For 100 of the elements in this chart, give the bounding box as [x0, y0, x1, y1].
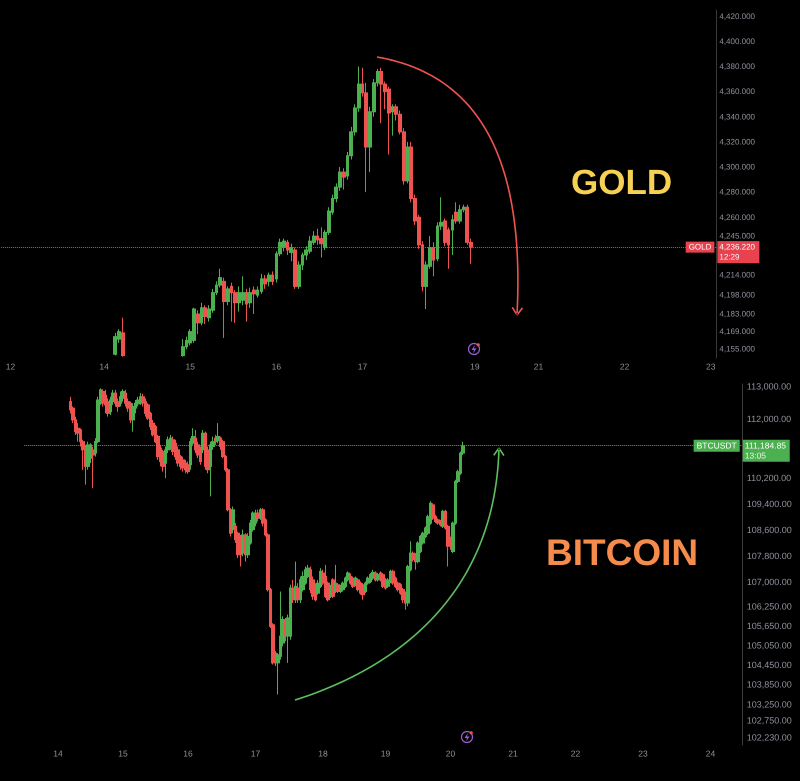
candlestick	[406, 141, 409, 184]
text: 4,236.220	[719, 242, 756, 252]
x-tick-label: 19	[380, 748, 390, 758]
y-tick-label: 105,050.00	[746, 640, 792, 651]
candlestick	[286, 239, 289, 256]
candlestick	[214, 434, 217, 446]
ref-line-label: BTCUSDT	[696, 440, 737, 451]
candlestick	[381, 572, 385, 588]
x-tick-label: 15	[186, 362, 196, 372]
candlestick	[391, 104, 394, 136]
x-tick-label: 21	[534, 362, 544, 372]
x-tick-label: 17	[358, 362, 368, 372]
y-tick-label: 107,000.00	[746, 577, 792, 588]
y-tick-label: 107,800.00	[746, 551, 792, 562]
text: 13:05	[744, 450, 766, 461]
x-tick-label: 17	[250, 748, 260, 758]
y-tick-label: 113,000.00	[746, 382, 792, 392]
text: BITCOIN	[546, 532, 698, 573]
candlestick	[263, 274, 267, 290]
candlestick	[184, 459, 187, 474]
y-tick-label: 108,600.00	[746, 524, 792, 535]
text: 12:29	[719, 252, 740, 262]
y-tick-label: 4,260.000	[719, 212, 756, 222]
candlestick	[200, 302, 203, 326]
x-tick-label: 16	[272, 362, 282, 372]
x-tick-label: 15	[118, 748, 128, 758]
text: 111,184.85	[744, 440, 786, 451]
x-tick-label: 12	[6, 362, 16, 372]
candlestick	[230, 282, 233, 322]
candlestick	[252, 286, 256, 315]
candlestick	[91, 446, 95, 489]
candlestick	[267, 272, 271, 287]
candlestick	[458, 204, 462, 224]
x-tick-label: 23	[706, 362, 716, 372]
y-tick-label: 4,245.000	[719, 232, 756, 241]
candlestick	[342, 168, 346, 190]
y-tick-label: 4,380.000	[719, 62, 756, 72]
candlestick	[451, 214, 454, 256]
x-tick-label: 22	[620, 362, 630, 372]
candlestick	[181, 456, 185, 472]
candlestick	[196, 310, 200, 335]
y-tick-label: 4,320.000	[719, 137, 756, 146]
y-tick-label: 104,450.00	[746, 660, 792, 670]
candlestick	[361, 582, 365, 600]
candlestick	[203, 304, 207, 325]
candlestick	[121, 388, 125, 402]
candlestick	[391, 569, 395, 586]
x-tick-label: 20	[446, 748, 456, 758]
candlestick	[294, 561, 297, 604]
candlestick	[282, 238, 286, 252]
y-tick-label: 4,400.000	[719, 36, 756, 46]
candlestick	[454, 202, 458, 224]
y-tick-label: 4,300.000	[719, 162, 756, 172]
y-tick-label: 4,214.000	[719, 270, 756, 280]
y-tick-label: 4,198.000	[719, 290, 756, 300]
x-tick-label: 14	[99, 362, 110, 372]
candlestick	[248, 287, 252, 308]
candlestick	[319, 226, 323, 258]
ref-line-label: GOLD	[688, 242, 712, 252]
candlestick	[131, 402, 135, 432]
candlestick	[436, 518, 440, 526]
candlestick	[341, 580, 345, 592]
candlestick	[121, 317, 125, 358]
y-tick-label: 4,169.000	[719, 327, 756, 336]
candlestick	[432, 242, 435, 277]
candlestick	[379, 67, 383, 124]
candlestick	[181, 338, 185, 358]
text: GOLD	[571, 163, 672, 202]
candlestick	[431, 502, 435, 520]
y-tick-label: 4,155.000	[719, 344, 756, 354]
y-tick-label: 105,650.00	[746, 621, 792, 632]
candlestick	[289, 243, 293, 262]
candlestick	[119, 390, 122, 407]
x-tick-label: 19	[470, 362, 480, 372]
y-tick-label: 102,230.00	[746, 732, 792, 743]
x-tick-label: 24	[706, 748, 716, 758]
candlestick	[334, 564, 337, 594]
candlestick	[364, 580, 367, 594]
y-tick-label: 112,000.00	[746, 414, 792, 424]
candlestick	[192, 307, 196, 344]
y-tick-label: 4,360.000	[719, 87, 756, 96]
x-tick-label: 23	[638, 748, 648, 758]
candlestick	[104, 389, 107, 414]
candlestick	[271, 270, 274, 286]
y-tick-label: 4,183.000	[719, 310, 756, 319]
candlestick	[293, 246, 297, 290]
y-tick-label: 110,200.00	[746, 472, 792, 483]
y-tick-label: 109,400.00	[746, 498, 792, 509]
candlestick	[226, 286, 230, 306]
candlestick	[231, 506, 235, 534]
candlestick	[245, 288, 248, 322]
x-tick-label: 14	[53, 748, 63, 758]
candlestick	[260, 273, 263, 294]
y-tick-label: 103,250.00	[746, 699, 792, 710]
y-tick-label: 4,280.000	[719, 188, 756, 197]
x-tick-label: 16	[183, 748, 193, 758]
x-tick-label: 22	[570, 748, 580, 758]
y-tick-label: 102,750.00	[746, 716, 792, 726]
candlestick	[186, 461, 190, 474]
y-tick-label: 4,420.000	[719, 12, 756, 21]
